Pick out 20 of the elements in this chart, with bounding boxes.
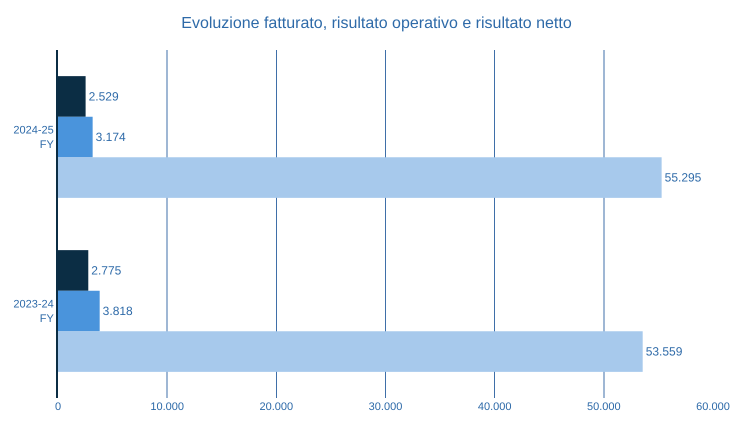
bar xyxy=(58,290,100,332)
x-tick-label: 40.000 xyxy=(478,401,512,413)
data-label: 3.174 xyxy=(96,130,126,144)
x-tick-label: 20.000 xyxy=(260,401,294,413)
data-label: 55.295 xyxy=(664,170,702,185)
bar xyxy=(58,116,93,158)
x-tick-label: 50.000 xyxy=(587,401,621,413)
data-label: 2.775 xyxy=(91,263,122,278)
data-label: 53.559 xyxy=(646,344,683,359)
data-label: 2.529 xyxy=(88,89,119,104)
x-tick-label: 30.000 xyxy=(368,401,402,413)
x-tick-label: 10.000 xyxy=(150,401,184,413)
y-tick-label: 2024-25 FY xyxy=(13,124,54,151)
data-label: 3.818 xyxy=(102,304,134,318)
x-tick-label: 60.000 xyxy=(696,401,730,413)
x-tick-label: 0 xyxy=(54,401,62,413)
bar xyxy=(58,157,662,198)
y-tick-label: 2023-24 FY xyxy=(13,298,54,325)
chart-title: Evoluzione fatturato, risultato operativo e risultato netto xyxy=(181,15,572,32)
bar xyxy=(58,331,643,372)
